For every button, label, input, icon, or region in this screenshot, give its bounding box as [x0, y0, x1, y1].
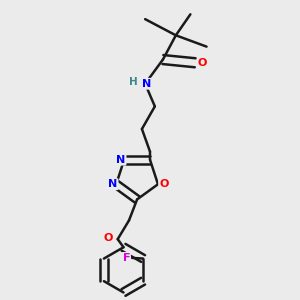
Text: N: N [116, 155, 126, 165]
Text: O: O [198, 58, 207, 68]
Text: N: N [142, 79, 152, 89]
Text: H: H [128, 77, 137, 87]
Text: O: O [104, 232, 113, 243]
Text: F: F [122, 253, 130, 263]
Text: O: O [159, 179, 169, 189]
Text: N: N [108, 179, 118, 189]
